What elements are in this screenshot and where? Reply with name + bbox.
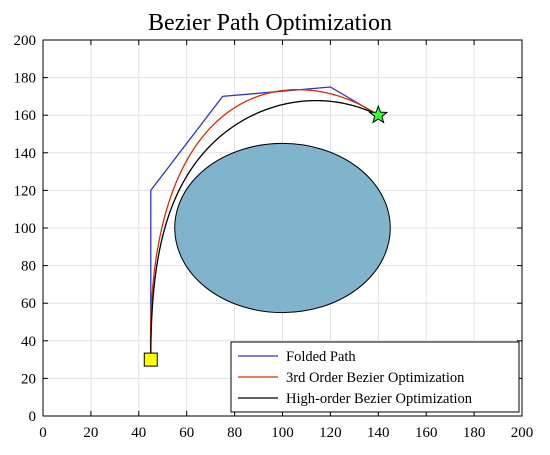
y-tick-label: 20 bbox=[21, 371, 36, 387]
x-tick-label: 200 bbox=[511, 425, 534, 441]
x-tick-label: 80 bbox=[227, 425, 242, 441]
y-tick-label: 60 bbox=[21, 296, 36, 312]
x-tick-label: 100 bbox=[271, 425, 294, 441]
markers bbox=[143, 104, 389, 367]
legend: Folded Path 3rd Order Bezier Optimization… bbox=[230, 341, 520, 413]
series-line-1 bbox=[149, 88, 379, 360]
y-tick-label: 160 bbox=[14, 108, 37, 124]
y-tick-label: 100 bbox=[14, 221, 37, 237]
legend-box bbox=[230, 341, 520, 413]
y-tick-label: 120 bbox=[14, 183, 37, 199]
axes: 0 20 40 60 80 100 120 140 160 180 200 0 20 40 60 80 100 1… bbox=[14, 33, 534, 441]
x-tick-label: 160 bbox=[415, 425, 438, 441]
y-tick-label: 140 bbox=[14, 146, 37, 162]
legend-label-1: 3rd Order Bezier Optimization bbox=[286, 370, 465, 386]
y-tick-label: 0 bbox=[29, 409, 37, 425]
x-tick-label: 60 bbox=[179, 425, 194, 441]
x-tick-label: 180 bbox=[463, 425, 486, 441]
x-tick-label: 140 bbox=[367, 425, 390, 441]
y-tick-label: 200 bbox=[14, 33, 37, 49]
y-tick-label: 40 bbox=[21, 334, 36, 350]
obstacle bbox=[174, 142, 391, 314]
x-tick-label: 120 bbox=[319, 425, 342, 441]
series-layer bbox=[149, 86, 379, 360]
y-tick-label: 80 bbox=[21, 259, 36, 275]
y-tick-label: 180 bbox=[14, 71, 37, 87]
series-line-0 bbox=[150, 86, 379, 360]
x-tick-label: 20 bbox=[83, 425, 98, 441]
series-line-2 bbox=[150, 99, 379, 360]
chart-title: Bezier Path Optimization bbox=[148, 10, 392, 36]
start-marker bbox=[143, 352, 158, 367]
goal-marker bbox=[368, 104, 389, 124]
obstacle-ellipse bbox=[174, 142, 391, 314]
legend-label-2: High-order Bezier Optimization bbox=[286, 391, 473, 407]
x-tick-label: 40 bbox=[131, 425, 146, 441]
x-tick-label: 0 bbox=[39, 425, 47, 441]
legend-label-0: Folded Path bbox=[286, 349, 356, 365]
